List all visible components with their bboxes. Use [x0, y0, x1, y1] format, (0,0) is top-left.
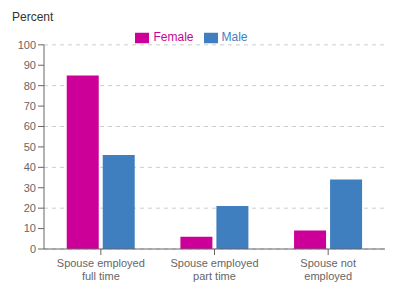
html-text:Female: Female — [153, 30, 194, 44]
svg-text:100: 100 — [18, 39, 36, 51]
svg-text:Spouse employedpart time: Spouse employedpart time — [170, 257, 258, 282]
svg-text:80: 80 — [24, 80, 36, 92]
svg-text:20: 20 — [24, 202, 36, 214]
svg-text:40: 40 — [24, 161, 36, 173]
svg-text:60: 60 — [24, 120, 36, 132]
svg-text:70: 70 — [24, 100, 36, 112]
svg-text:10: 10 — [24, 222, 36, 234]
html-text:Male: Male — [221, 30, 248, 44]
svg-text:0: 0 — [30, 243, 36, 255]
svg-text:50: 50 — [24, 141, 36, 153]
html-text:Percent: Percent — [12, 10, 54, 24]
svg-text:Spouse notemployed: Spouse notemployed — [300, 257, 356, 282]
svg-text:90: 90 — [24, 59, 36, 71]
svg-text:Spouse employedfull time: Spouse employedfull time — [57, 257, 145, 282]
svg-text:30: 30 — [24, 182, 36, 194]
